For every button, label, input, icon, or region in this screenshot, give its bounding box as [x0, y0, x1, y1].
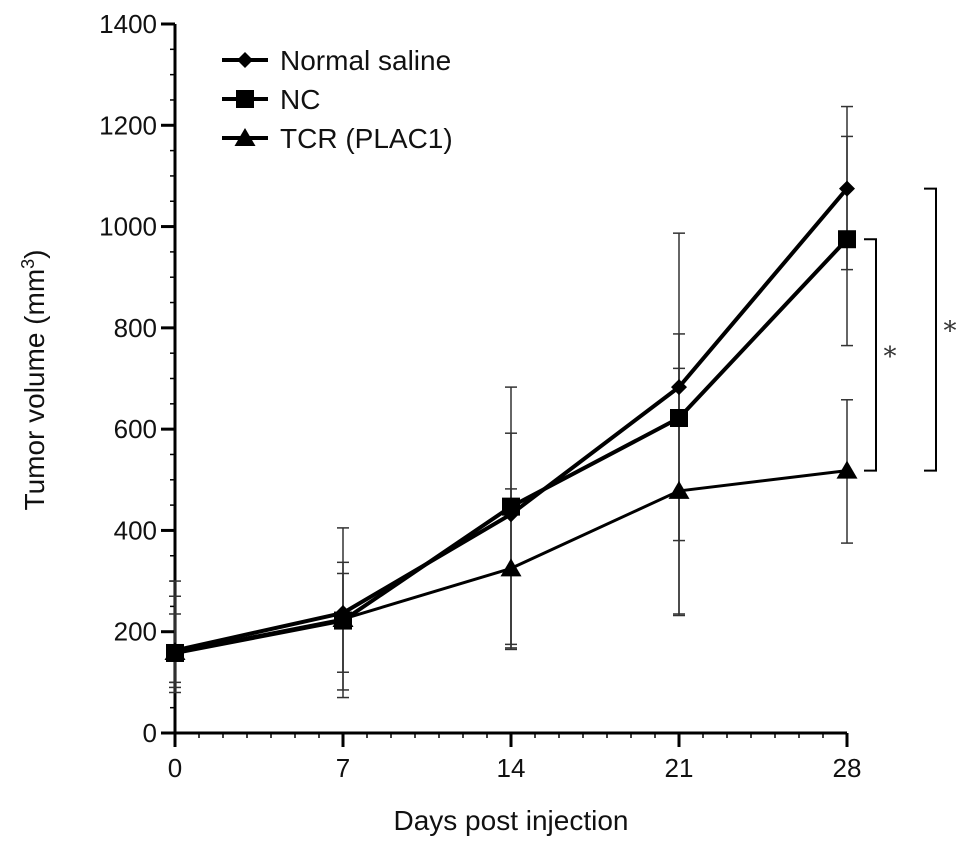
- y-tick-label: 1000: [99, 212, 157, 242]
- y-tick-label: 800: [114, 313, 157, 343]
- y-axis-label-superscript: 3: [18, 259, 38, 269]
- legend-label: NC: [280, 84, 320, 115]
- legend-marker: [236, 90, 254, 108]
- data-point-tcr-plac1: [836, 460, 858, 479]
- data-point-tcr-plac1: [164, 641, 186, 660]
- data-point-tcr-plac1: [500, 558, 522, 577]
- x-tick-label: 7: [336, 753, 350, 783]
- data-point-normal-saline: [671, 379, 687, 396]
- data-point-nc: [670, 409, 688, 428]
- error-bars: [169, 105, 853, 699]
- significance-bracket: *: [864, 238, 897, 472]
- data-point-tcr-plac1: [332, 609, 354, 628]
- y-axis-label: Tumor volume (mm3): [18, 250, 50, 511]
- legend-label: Normal saline: [280, 45, 451, 76]
- legend-label: TCR (PLAC1): [280, 123, 453, 154]
- y-axis-label-main: Tumor volume (mm: [19, 269, 50, 511]
- y-tick-label: 400: [114, 515, 157, 545]
- x-axis-label: Days post injection: [393, 805, 628, 836]
- x-tick-label: 28: [833, 753, 862, 783]
- y-tick-label: 1200: [99, 110, 157, 140]
- data-point-nc: [838, 230, 856, 249]
- axes: 0 200 400 600 800 1000 1200 1400 0 7 14 21 28: [99, 9, 861, 783]
- data-point-tcr-plac1: [668, 480, 690, 499]
- y-tick-label: 1400: [99, 9, 157, 39]
- x-tick-label: 21: [665, 753, 694, 783]
- data-point-normal-saline: [839, 180, 855, 197]
- legend-marker: [234, 128, 256, 146]
- y-tick-label: 200: [114, 617, 157, 647]
- y-tick-label: 600: [114, 414, 157, 444]
- y-tick-label: 0: [143, 718, 157, 748]
- legend-entry-tcr-plac1: TCR (PLAC1): [222, 123, 453, 154]
- legend-entry-normal-saline: Normal saline: [222, 45, 451, 76]
- x-tick-label: 0: [168, 753, 182, 783]
- y-axis-label-close: ): [19, 250, 50, 259]
- significance-label: *: [944, 317, 957, 347]
- legend-entry-nc: NC: [222, 84, 320, 115]
- legend: Normal saline NC TCR (PLAC1): [222, 45, 453, 154]
- x-tick-label: 14: [497, 753, 526, 783]
- bracket-line: [864, 238, 877, 472]
- significance-bracket: *: [924, 187, 957, 472]
- series-markers: [164, 180, 858, 662]
- significance-label: *: [884, 342, 897, 372]
- legend-marker: [237, 52, 253, 68]
- bracket-line: [924, 187, 937, 472]
- significance-annotations: **: [864, 187, 957, 472]
- data-point-nc: [502, 497, 520, 516]
